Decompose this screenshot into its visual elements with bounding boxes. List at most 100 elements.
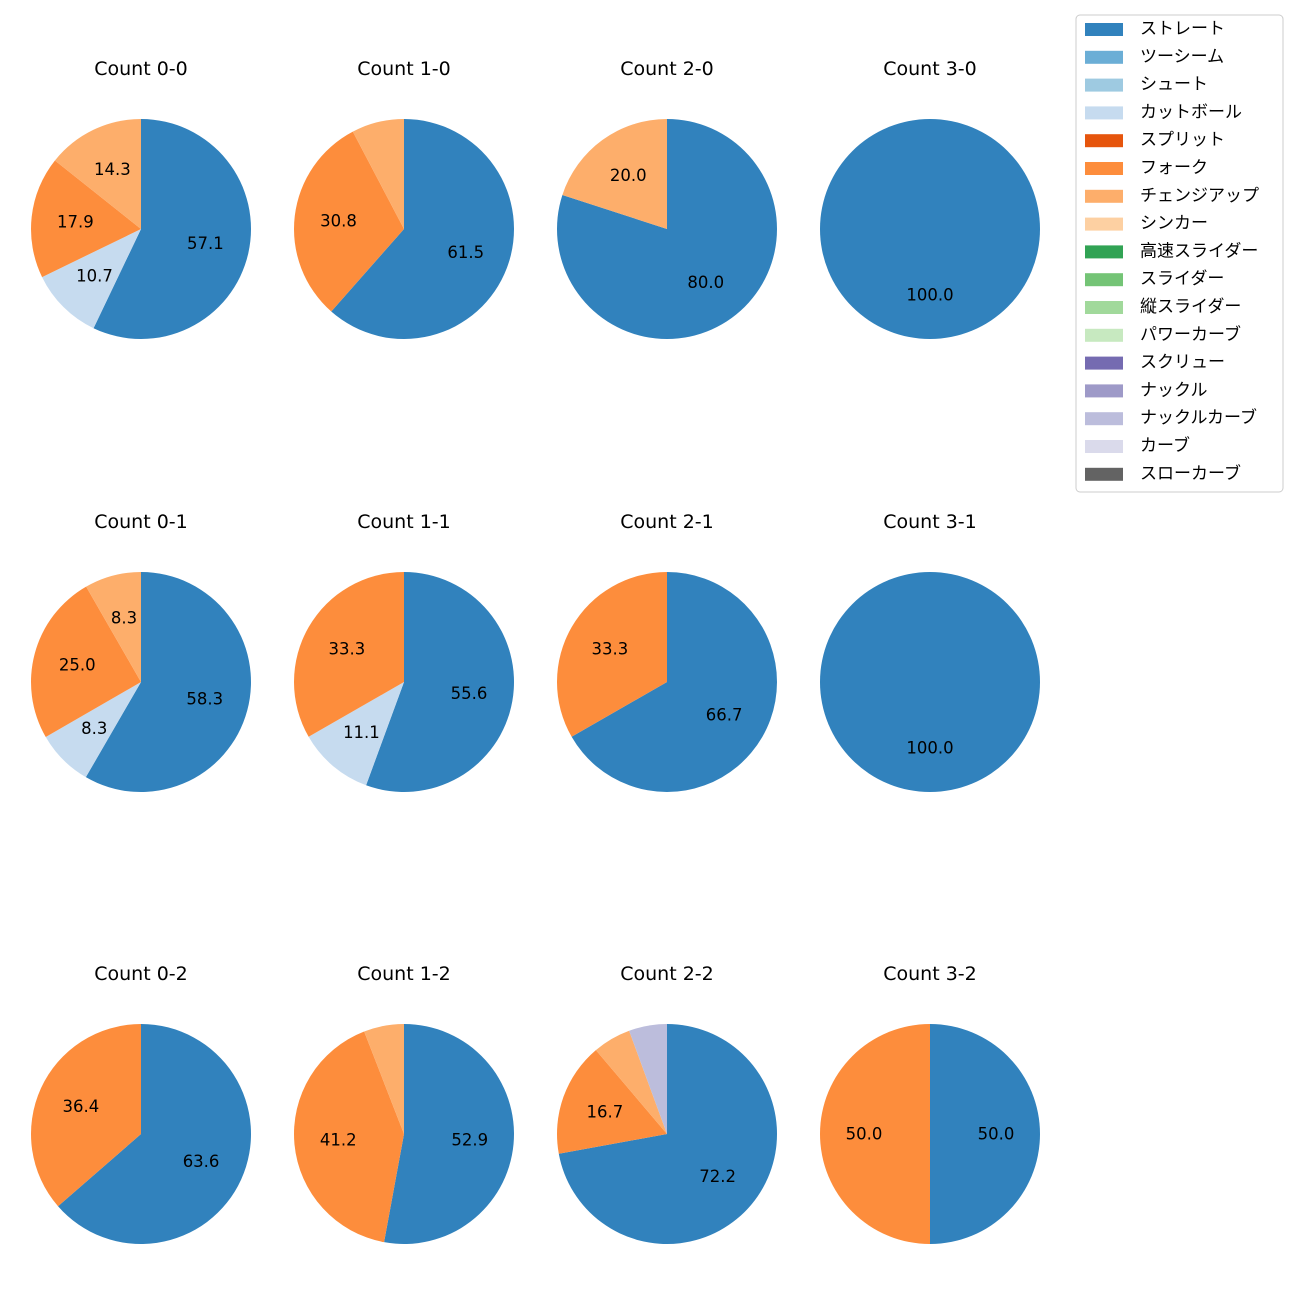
pie-slice-label: 55.6 — [451, 684, 488, 703]
pie-slice — [629, 1024, 667, 1134]
legend-label: パワーカーブ — [1140, 324, 1241, 345]
pie-slice-label: 58.3 — [186, 690, 223, 709]
legend-swatch — [1085, 106, 1123, 120]
legend-swatch — [1085, 273, 1123, 287]
pie-slice-label: 20.0 — [610, 166, 647, 185]
pie-slice — [556, 572, 667, 737]
pie-slice — [86, 572, 141, 682]
pie-slice — [820, 119, 1040, 339]
legend-swatch — [1085, 412, 1123, 426]
pie-slice — [93, 119, 252, 339]
pie-slice-label: 8.3 — [81, 719, 107, 738]
legend-swatch — [1085, 328, 1123, 342]
pie-count-3-0: 100.0 Count 3-0 — [820, 58, 1040, 339]
pie-slice-label: 11.1 — [343, 723, 380, 742]
legend-swatch — [1085, 301, 1123, 314]
pie-slice — [571, 572, 777, 792]
pie-count-2-1: 66.7 33.3 Count 2-1 — [556, 511, 777, 792]
pie-title: Count 2-2 — [620, 963, 714, 985]
pie-count-1-1: 55.6 11.1 33.3 Count 1-1 — [293, 511, 515, 792]
legend-label: シュート — [1140, 75, 1208, 95]
legend-swatch — [1085, 356, 1123, 370]
pie-title: Count 3-2 — [883, 963, 977, 985]
pie-count-0-1: 58.3 8.3 25.0 8.3 Count 0-1 — [31, 511, 251, 792]
pie-slice-label: 63.6 — [183, 1152, 220, 1171]
pie-slice-label: 10.7 — [76, 266, 113, 285]
pie-slice-label: 36.4 — [63, 1097, 100, 1116]
legend-swatch — [1085, 245, 1123, 259]
pie-slice — [930, 1024, 1040, 1244]
legend-swatch — [1085, 23, 1123, 36]
pie-slice — [31, 160, 141, 278]
legend-label: 高速スライダー — [1140, 241, 1258, 261]
pie-slice — [557, 1050, 667, 1154]
pie-slice — [364, 1024, 404, 1134]
pie-slice-label: 72.2 — [699, 1167, 736, 1186]
pie-slice — [31, 1024, 141, 1207]
pie-slice-label: 33.3 — [592, 639, 629, 658]
pie-slice-label: 8.3 — [111, 609, 137, 628]
legend-label: ストレート — [1140, 19, 1225, 39]
legend-label: 縦スライダー — [1140, 297, 1241, 317]
legend-swatch — [1085, 217, 1123, 231]
pie-slice-label: 61.5 — [447, 243, 484, 262]
pie-slice — [31, 586, 141, 737]
pie-slice — [556, 119, 777, 339]
pie-slice-label: 30.8 — [320, 212, 357, 231]
legend-label: フォーク — [1140, 158, 1208, 178]
pie-slice — [54, 118, 141, 229]
pie-slice-label: 80.0 — [687, 273, 724, 292]
pie-slice — [58, 1024, 252, 1244]
legend-label: スライダー — [1140, 269, 1224, 289]
legend-swatch — [1085, 189, 1123, 203]
pie-title: Count 3-0 — [883, 58, 977, 80]
pie-slice — [308, 682, 404, 786]
pie-title: Count 1-1 — [357, 511, 451, 533]
pie-slice-label: 52.9 — [451, 1131, 488, 1150]
pie-count-3-1: 100.0 Count 3-1 — [820, 511, 1040, 792]
pie-slice — [352, 119, 404, 229]
pie-slice-label: 50.0 — [978, 1125, 1015, 1144]
pie-slice-label: 41.2 — [320, 1131, 357, 1150]
pie-count-0-0: 57.1 10.7 17.9 14.3 Count 0-0 — [31, 58, 252, 339]
pie-slice — [85, 572, 251, 792]
pie-slice-label: 33.3 — [329, 639, 366, 658]
legend-swatch — [1085, 78, 1123, 92]
pie-title: Count 0-1 — [94, 511, 188, 533]
pie-count-1-2: 52.9 41.2 Count 1-2 — [293, 963, 514, 1245]
pie-slice-label: 57.1 — [187, 234, 224, 253]
legend-label: チェンジアップ — [1140, 186, 1259, 206]
pie-slice-label: 50.0 — [846, 1125, 883, 1144]
legend-frame — [1075, 14, 1284, 493]
legend-label: ナックル — [1140, 380, 1208, 400]
pie-count-1-0: 61.5 30.8 Count 1-0 — [293, 58, 515, 340]
legend-label: スクリュー — [1140, 353, 1225, 373]
pie-slice-label: 17.9 — [57, 212, 94, 231]
legend-swatch — [1085, 467, 1123, 481]
legend-swatch — [1085, 134, 1123, 148]
pie-title: Count 3-1 — [883, 511, 977, 533]
pie-slice-label: 14.3 — [94, 160, 131, 179]
legend-label: カットボール — [1140, 102, 1242, 122]
legend-label: カーブ — [1140, 435, 1190, 456]
pie-count-3-2: 50.0 50.0 Count 3-2 — [820, 963, 1040, 1244]
pie-slice — [45, 682, 141, 778]
legend-label: スローカーブ — [1140, 463, 1241, 484]
pie-slice — [366, 572, 515, 792]
pie-slice-label: 16.7 — [586, 1102, 623, 1121]
legend-swatch — [1085, 440, 1123, 453]
legend-swatch — [1085, 50, 1123, 64]
pie-title: Count 2-1 — [620, 511, 714, 533]
pie-slice — [293, 131, 404, 312]
pie-title: Count 1-0 — [357, 58, 451, 80]
pie-slice — [820, 1024, 930, 1244]
pie-slice — [562, 119, 667, 229]
legend-label: ツーシーム — [1140, 47, 1224, 67]
pie-count-0-2: 63.6 36.4 Count 0-2 — [31, 963, 252, 1244]
pie-slice — [595, 1030, 667, 1134]
pie-slice — [384, 1024, 514, 1245]
pie-slice — [331, 119, 515, 340]
legend-label: シンカー — [1140, 214, 1208, 234]
legend-swatch — [1085, 384, 1123, 398]
